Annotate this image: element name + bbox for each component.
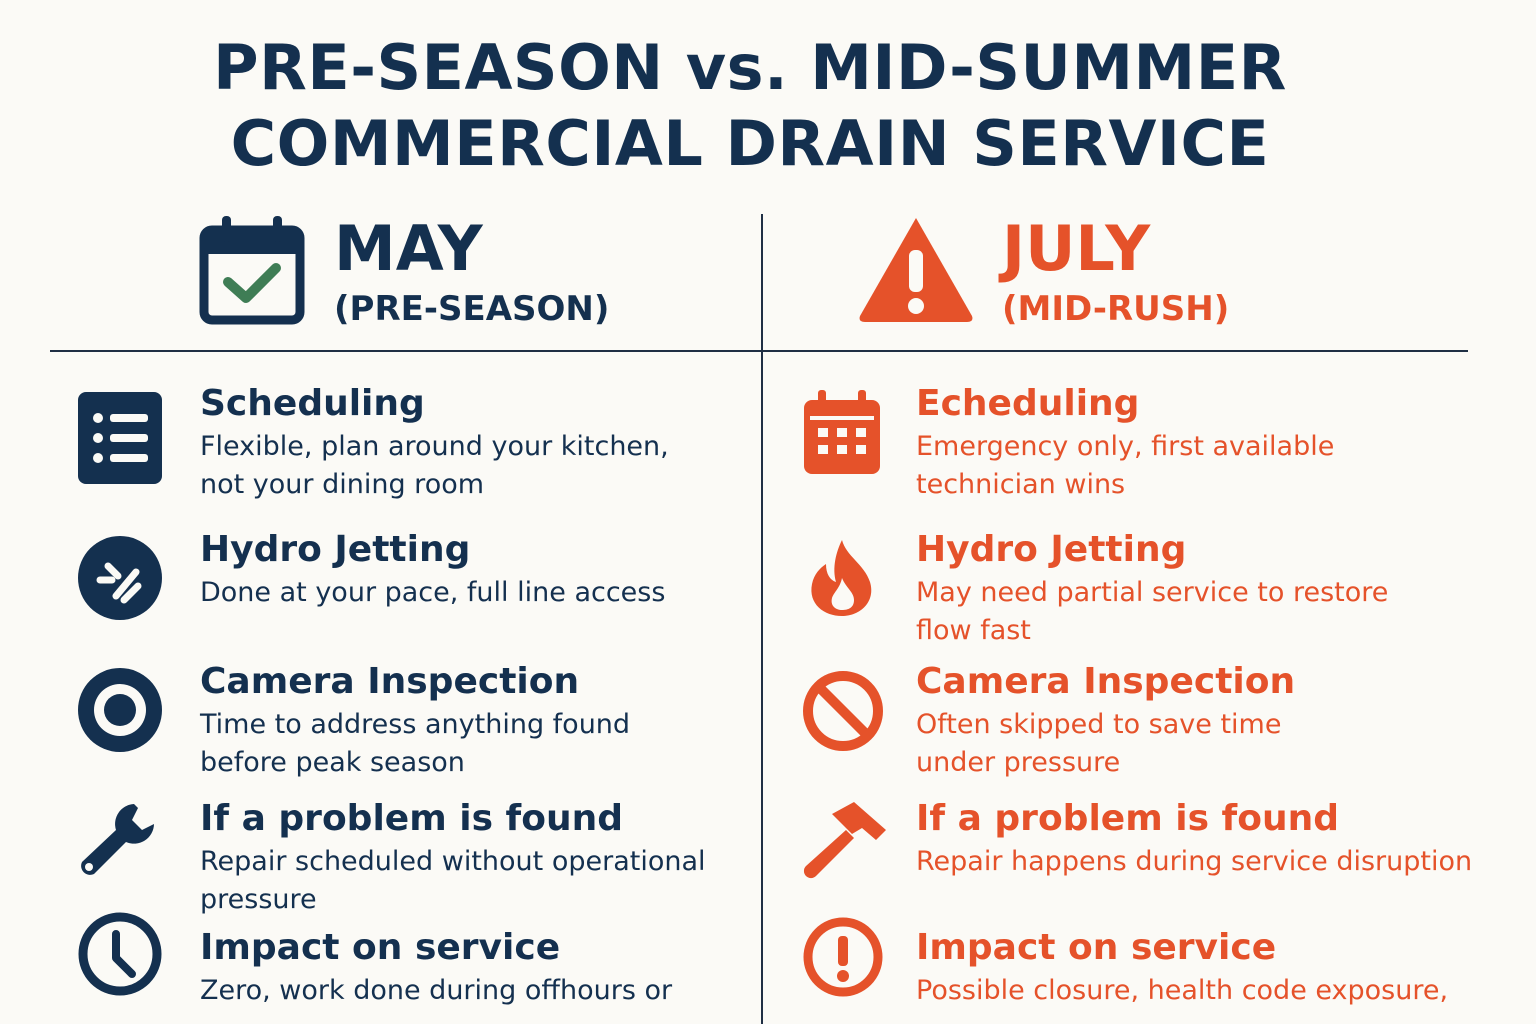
item-desc-line: not your dining room xyxy=(200,469,485,500)
item-desc-line: before peak season xyxy=(200,747,465,778)
item-desc-line: Flexible, plan around your kitchen, xyxy=(200,431,669,462)
item-title: Hydro Jetting xyxy=(916,529,1187,570)
may-impact: Impact on service Zero, work done during… xyxy=(200,926,672,1010)
page-title: PRE-SEASON vs. MID-SUMMER COMMERCIAL DRA… xyxy=(0,30,1500,182)
camera-lens-icon xyxy=(78,668,162,752)
item-desc-line: May need partial service to restore xyxy=(916,577,1389,608)
july-impact: Impact on service Possible closure, heal… xyxy=(916,926,1448,1010)
water-jet-icon xyxy=(78,536,162,620)
item-title: Camera Inspection xyxy=(916,661,1296,702)
item-desc-line: flow fast xyxy=(916,615,1031,646)
item-title: Hydro Jetting xyxy=(200,529,471,570)
item-title: If a problem is found xyxy=(200,798,623,839)
may-label: MAY xyxy=(334,212,483,285)
item-title: Impact on service xyxy=(200,927,561,968)
pre-season-label: (PRE-SEASON) xyxy=(334,289,610,329)
item-desc-line: Done at your pace, full line access xyxy=(200,577,666,608)
list-icon xyxy=(78,392,162,484)
item-desc-line: Zero, work done during offhours or xyxy=(200,975,673,1006)
alert-circle-icon xyxy=(803,917,883,997)
title-line-2: COMMERCIAL DRAIN SERVICE xyxy=(230,107,1270,180)
item-title: Echeduling xyxy=(916,383,1140,424)
july-problem-found: If a problem is found Repair happens dur… xyxy=(916,797,1472,881)
july-camera-inspection: Camera Inspection Often skipped to save … xyxy=(916,660,1295,782)
item-desc-line: Emergency only, first available xyxy=(916,431,1335,462)
july-hydro-jetting: Hydro Jetting May need partial service t… xyxy=(916,528,1388,650)
calendar-grid-icon xyxy=(804,390,880,474)
clock-icon xyxy=(78,912,162,996)
item-title: Impact on service xyxy=(916,927,1277,968)
july-header: JULY (MID-RUSH) xyxy=(856,212,1229,332)
hammer-icon xyxy=(803,802,886,879)
prohibited-icon xyxy=(803,671,883,751)
july-scheduling: Echeduling Emergency only, first availab… xyxy=(916,382,1334,504)
column-divider xyxy=(761,214,763,1024)
title-line-1: PRE-SEASON vs. MID-SUMMER xyxy=(213,31,1287,104)
header-divider xyxy=(50,350,1468,352)
item-desc-line: technician wins xyxy=(916,469,1126,500)
item-title: Scheduling xyxy=(200,383,425,424)
may-scheduling: Scheduling Flexible, plan around your ki… xyxy=(200,382,669,504)
may-camera-inspection: Camera Inspection Time to address anythi… xyxy=(200,660,630,782)
mid-rush-label: (MID-RUSH) xyxy=(1002,289,1230,329)
item-desc-line: Repair happens during service disruption xyxy=(916,846,1473,877)
may-hydro-jetting: Hydro Jetting Done at your pace, full li… xyxy=(200,528,665,612)
calendar-check-icon xyxy=(199,216,305,325)
warning-icon xyxy=(859,218,973,322)
wrench-icon xyxy=(81,804,154,875)
item-desc-line: Repair scheduled without operational xyxy=(200,846,706,877)
july-label: JULY xyxy=(1002,212,1151,285)
item-desc-line: Possible closure, health code exposure, xyxy=(916,975,1449,1006)
may-problem-found: If a problem is found Repair scheduled w… xyxy=(200,797,706,919)
item-title: If a problem is found xyxy=(916,798,1339,839)
item-title: Camera Inspection xyxy=(200,661,580,702)
may-header: MAY (PRE-SEASON) xyxy=(196,212,609,332)
item-desc-line: Time to address anything found xyxy=(200,709,631,740)
item-desc-line: pressure xyxy=(200,884,317,915)
item-desc-line: under pressure xyxy=(916,747,1121,778)
item-desc-line: Often skipped to save time xyxy=(916,709,1282,740)
flame-icon xyxy=(811,540,872,616)
